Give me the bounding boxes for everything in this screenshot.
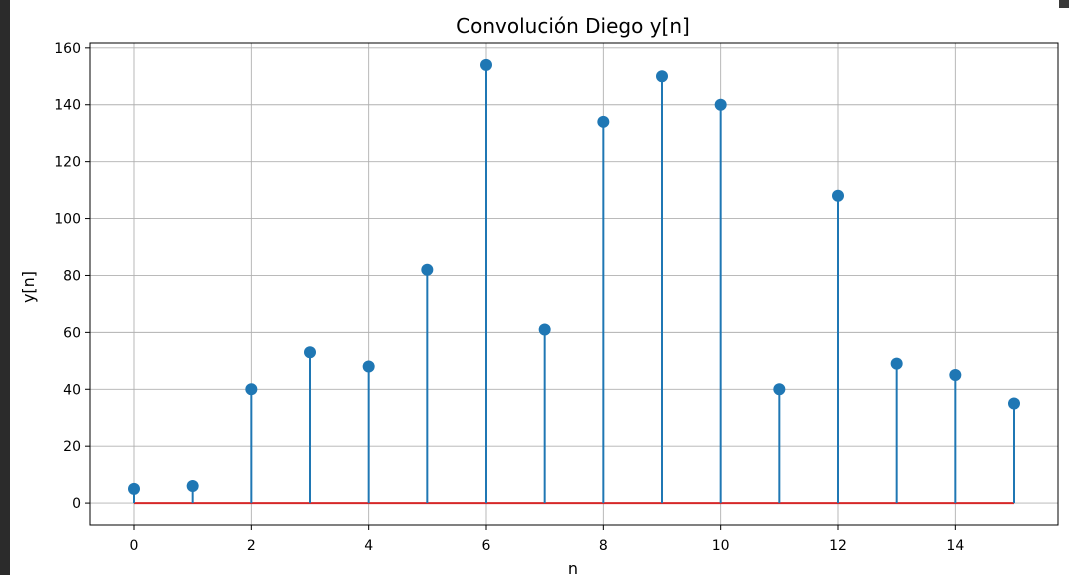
y-tick-label: 80	[63, 268, 81, 284]
x-tick-label: 12	[829, 538, 847, 554]
plot-frame	[89, 42, 1059, 526]
x-tick-label: 4	[364, 538, 373, 554]
y-ticks: 0 20 40 60 80 100 120 140 160	[54, 41, 90, 512]
window-corner-mark	[1059, 0, 1069, 8]
x-tick-label: 6	[482, 538, 491, 554]
stem-marker	[480, 58, 492, 71]
stem-marker	[773, 383, 786, 396]
y-tick-label: 40	[63, 382, 81, 398]
stem-marker	[538, 323, 551, 336]
y-tick-label: 120	[54, 155, 81, 171]
x-tick-label: 10	[712, 538, 730, 554]
stem-marker	[890, 357, 903, 370]
stem-marker	[597, 115, 610, 128]
y-tick-label: 100	[54, 212, 81, 228]
y-tick-label: 160	[54, 41, 81, 57]
window-edge-strip	[0, 0, 10, 575]
x-axis-label: n	[568, 559, 578, 575]
stem-marker	[656, 70, 668, 83]
stem-marker	[832, 189, 844, 202]
chart-title: Convolución Diego y[n]	[456, 14, 690, 38]
stem-marker	[421, 263, 434, 276]
y-tick-label: 20	[63, 439, 81, 455]
y-tick-label: 60	[63, 325, 81, 341]
y-tick-label: 140	[54, 98, 81, 114]
x-tick-label: 2	[247, 538, 256, 554]
x-ticks: 0 2 4 6 8 10 12 14	[130, 525, 964, 554]
stem-marker	[949, 369, 962, 382]
stem-marker	[714, 98, 727, 111]
y-axis-label: y[n]	[19, 271, 38, 303]
stem-marker	[128, 482, 140, 495]
grid-lines	[90, 43, 1058, 525]
y-tick-label: 0	[72, 496, 81, 512]
stem-layer	[128, 58, 1020, 504]
stem-marker	[186, 480, 199, 493]
stem-marker	[245, 383, 258, 396]
stem-marker	[362, 360, 375, 373]
x-tick-label: 8	[599, 538, 608, 554]
x-tick-label: 14	[946, 538, 964, 554]
stem-marker	[304, 346, 316, 359]
stem-marker	[1008, 397, 1020, 410]
x-tick-label: 0	[130, 538, 139, 554]
